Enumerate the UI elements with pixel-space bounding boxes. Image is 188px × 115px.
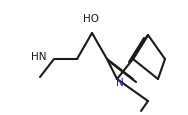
Text: N: N [116,77,124,87]
Text: HN: HN [30,52,46,61]
Text: HO: HO [83,14,99,24]
